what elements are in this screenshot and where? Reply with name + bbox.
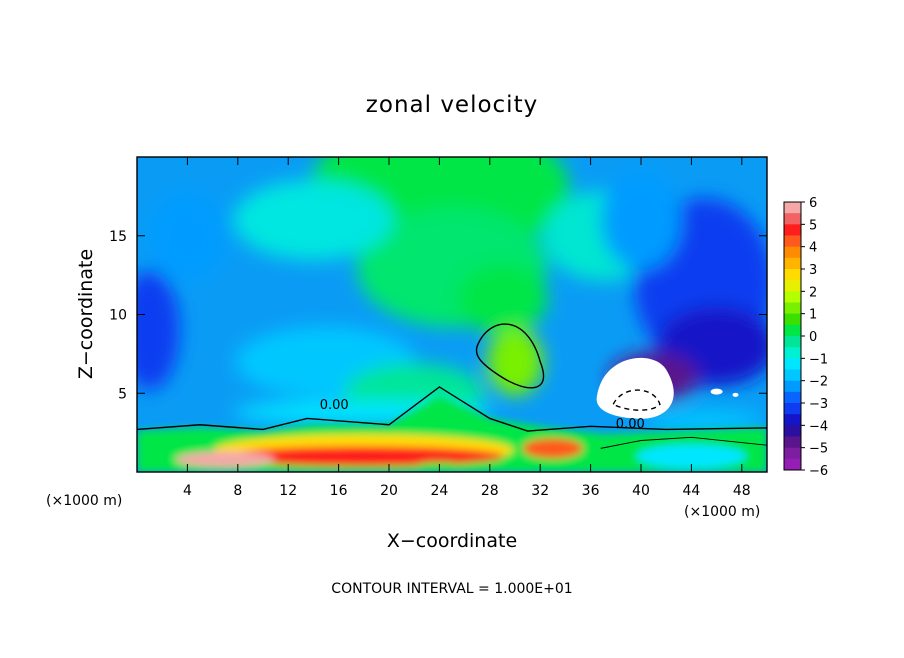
colorbar-swatch: [784, 369, 801, 382]
x-tick-label: 8: [233, 483, 242, 499]
x-tick-label: 44: [682, 483, 700, 499]
out-of-range-patch: [596, 357, 674, 419]
colorbar-swatch: [784, 202, 801, 214]
x-tick-label: 36: [582, 483, 600, 499]
colorbar-label: 4: [809, 241, 817, 256]
x-axis-ticks: 4 8 12 16 20 24 28 32 36 40 44 48: [183, 157, 751, 499]
colorbar-label: 2: [809, 285, 817, 300]
x-tick-label: 48: [733, 483, 751, 499]
colorbar-swatch: [784, 380, 801, 393]
colorbar-swatch: [784, 313, 801, 326]
field-blob: [233, 180, 394, 260]
colorbar-swatch: [784, 347, 801, 359]
colorbar-swatch: [784, 391, 801, 404]
x-tick-label: 32: [531, 483, 549, 499]
contour-lines: [137, 323, 767, 449]
colorbar-swatch: [784, 280, 801, 292]
colorbar-label: 5: [809, 218, 817, 233]
colorbar-label: −2: [809, 375, 828, 390]
x-tick-label: 12: [279, 483, 297, 499]
field-blob: [147, 190, 228, 281]
y-tick-label: 5: [118, 386, 127, 402]
field-blob: [487, 327, 543, 396]
y-axis-label: Z−coordinate: [75, 249, 97, 379]
chart-title: zonal velocity: [366, 92, 538, 118]
contour-zero: [137, 386, 767, 432]
x-tick-label: 24: [430, 483, 448, 499]
colorbar-swatch: [784, 235, 801, 248]
field-blob: [457, 263, 548, 334]
colorbar-swatch: [784, 458, 801, 471]
field-blob: [601, 170, 681, 270]
contour-positive-core: [475, 323, 545, 389]
x-tick-label: 40: [632, 483, 650, 499]
surface-east-band: [636, 444, 747, 469]
x-tick-label: 16: [330, 483, 348, 499]
x-tick-label: 4: [183, 483, 192, 499]
contour-thin: [600, 436, 767, 449]
colorbar-label: −1: [809, 352, 828, 367]
colorbar: 6 5 4 3 2 1 0 −1 −2 −3 −4 −5 −6: [783, 196, 828, 479]
y-axis-ticks: 5 10 15: [109, 229, 767, 402]
colorbar-swatch: [784, 291, 801, 303]
out-of-range-dot: [732, 392, 739, 397]
colorbar-label: −6: [809, 464, 828, 479]
y-tick-label: 10: [109, 308, 127, 324]
colorbar-swatch: [784, 425, 801, 437]
colorbar-swatch: [784, 447, 801, 460]
velocity-field: 0.00 0.00: [137, 157, 767, 472]
x-tick-label: 20: [380, 483, 398, 499]
surface-core-east: [522, 438, 583, 459]
colorbar-swatch: [784, 358, 801, 370]
x-tick-label: 28: [481, 483, 499, 499]
colorbar-swatch: [784, 403, 801, 415]
colorbar-label: −4: [809, 419, 828, 434]
colorbar-swatch: [784, 224, 801, 236]
contour-label: 0.00: [320, 398, 349, 413]
colorbar-swatch: [784, 436, 801, 449]
contour-labels: 0.00 0.00: [320, 398, 645, 432]
y-tick-label: 15: [109, 229, 127, 245]
colorbar-swatch: [784, 414, 801, 426]
field-smooth-layer: [137, 157, 767, 431]
colorbar-swatch: [784, 246, 801, 259]
colorbar-swatch: [784, 269, 801, 281]
colorbar-label: 3: [809, 263, 817, 278]
contour-negative-core: [612, 389, 661, 411]
colorbar-swatch: [784, 257, 801, 270]
x-unit-right: (×1000 m): [684, 504, 760, 520]
colorbar-swatch: [784, 213, 801, 225]
contour-interval-footer: CONTOUR INTERVAL = 1.000E+01: [331, 581, 572, 597]
surface-layer: [137, 396, 767, 472]
colorbar-swatch: [784, 302, 801, 315]
colorbar-label: 1: [809, 308, 817, 323]
out-of-range-dot: [710, 388, 723, 395]
colorbar-swatch: [784, 336, 801, 348]
colorbar-label: 6: [809, 196, 817, 211]
surface-hot-band: [223, 446, 504, 467]
x-axis-label: X−coordinate: [387, 530, 517, 552]
surface-max-core: [175, 451, 276, 468]
field-blob: [644, 410, 764, 431]
colorbar-label: 0: [809, 330, 817, 345]
field-blob: [137, 270, 180, 391]
contour-label: 0.00: [616, 417, 645, 432]
colorbar-label: −3: [809, 397, 828, 412]
colorbar-swatch: [784, 324, 801, 337]
x-unit-left: (×1000 m): [46, 493, 122, 509]
colorbar-label: −5: [809, 442, 828, 457]
